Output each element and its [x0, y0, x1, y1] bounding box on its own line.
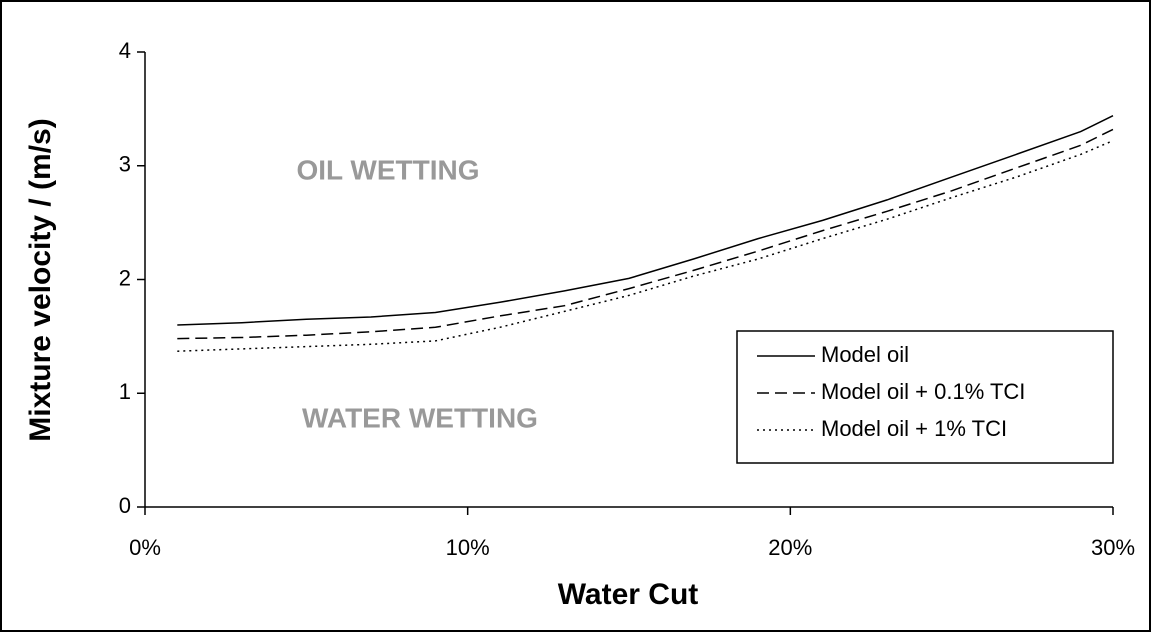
legend-box: [736, 330, 1114, 464]
y-tick-label: 4: [119, 38, 131, 63]
y-tick-label: 2: [119, 265, 131, 290]
y-tick-label: 1: [119, 379, 131, 404]
series-line: [177, 115, 1114, 326]
y-tick-label: 3: [119, 152, 131, 177]
legend-label: Model oil: [821, 342, 909, 367]
x-axis-title: Water Cut: [558, 578, 699, 611]
x-tick-label: 0%: [129, 535, 161, 560]
legend-label: Model oil + 1% TCI: [821, 416, 1007, 441]
x-tick-label: 20%: [768, 535, 812, 560]
x-tick-label: 30%: [1091, 535, 1135, 560]
x-tick-label: 10%: [446, 535, 490, 560]
annotation: WATER WETTING: [302, 402, 538, 433]
y-tick-label: 0: [119, 493, 131, 518]
y-axis-title: Mixture velocity / (m/s): [24, 118, 57, 441]
legend-label: Model oil + 0.1% TCI: [821, 379, 1025, 404]
series-line: [177, 140, 1114, 352]
series-line: [177, 128, 1114, 340]
annotation: OIL WETTING: [296, 154, 479, 185]
